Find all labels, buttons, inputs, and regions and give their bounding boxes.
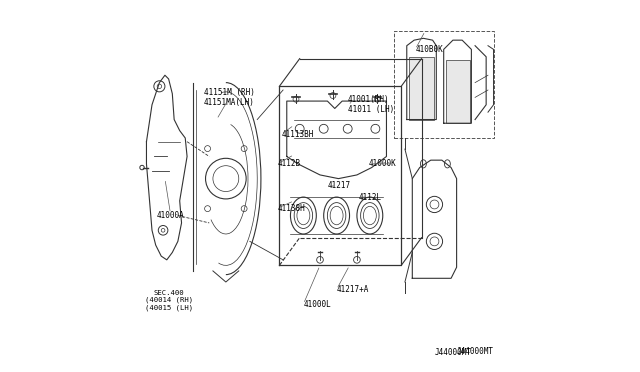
- Text: 41001(RH)
41011 (LH): 41001(RH) 41011 (LH): [348, 95, 394, 115]
- Text: 41000L: 41000L: [303, 300, 331, 309]
- Text: 410B0K: 410B0K: [415, 45, 443, 54]
- Text: 4112L: 4112L: [359, 193, 382, 202]
- Text: 41217+A: 41217+A: [337, 285, 369, 294]
- Text: J44000MT: J44000MT: [435, 348, 472, 357]
- Text: J44000MT: J44000MT: [456, 347, 493, 356]
- Text: 41113BH: 41113BH: [281, 130, 314, 139]
- Text: 41151M (RH)
41151MA(LH): 41151M (RH) 41151MA(LH): [204, 88, 255, 107]
- Text: 4112B: 4112B: [278, 159, 301, 169]
- Bar: [408, 57, 435, 119]
- Bar: [394, 31, 493, 138]
- Text: 41000K: 41000K: [369, 159, 397, 169]
- Text: 41217: 41217: [328, 182, 351, 190]
- Bar: [445, 61, 470, 123]
- Text: SEC.400
(40014 (RH)
(40015 (LH): SEC.400 (40014 (RH) (40015 (LH): [145, 290, 193, 311]
- Text: 41000A: 41000A: [157, 211, 184, 220]
- Text: 41138H: 41138H: [278, 203, 305, 213]
